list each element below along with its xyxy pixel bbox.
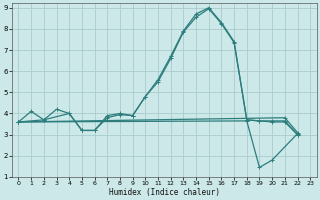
X-axis label: Humidex (Indice chaleur): Humidex (Indice chaleur)	[109, 188, 220, 197]
